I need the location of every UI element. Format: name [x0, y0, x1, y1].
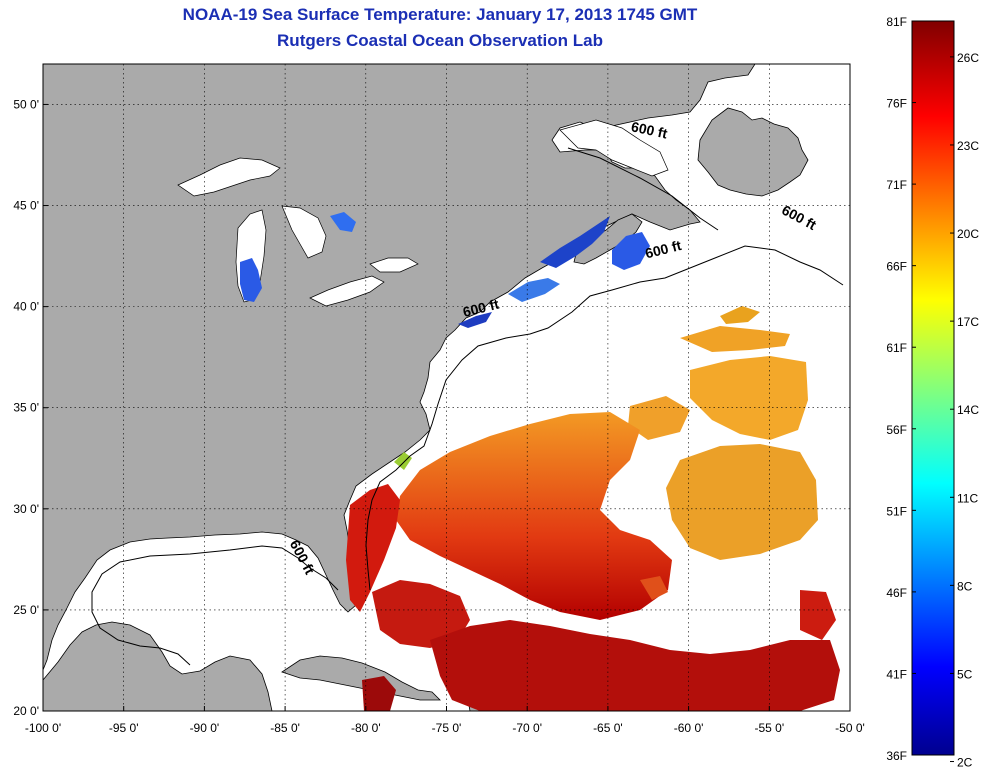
newfoundland-land [697, 107, 809, 197]
x-tick-label: -55 0' [754, 721, 784, 735]
colorbar-gradient [911, 20, 955, 756]
lake-superior [177, 157, 281, 197]
lake-erie [309, 275, 385, 307]
colorbar-label-c: 26C [957, 51, 979, 65]
x-tick-label: -50 0' [835, 721, 865, 735]
x-tick-label: -100 0' [25, 721, 61, 735]
longitude-ticks: -100 0' -95 0' -90 0' -85 0' -80 0' -75 0' -70… [25, 706, 865, 735]
cold-sst-patches [240, 212, 650, 328]
isobath-600ft-gulf-stlawrence [567, 147, 719, 231]
y-tick-label: 35 0' [13, 401, 39, 415]
y-tick-label: 50 0' [13, 97, 39, 111]
map-content [43, 64, 850, 711]
colorbar-label-f: 36F [886, 749, 907, 763]
colorbar-label-c: 5C [957, 667, 973, 681]
colorbar-label-f: 61F [886, 341, 907, 355]
isobath-label: 600 ft [630, 118, 669, 141]
x-tick-label: -85 0' [270, 721, 300, 735]
x-tick-label: -80 0' [351, 721, 381, 735]
colorbar-fahrenheit-labels: 81F 76F 71F 66F 61F 56F 51F 46F 41F 36F [886, 15, 916, 763]
map-title: NOAA-19 Sea Surface Temperature: January… [182, 5, 698, 24]
latitude-ticks: 20 0' 25 0' 30 0' 35 0' 40 0' 45 0' 50 0' [13, 97, 48, 718]
colorbar-label-f: 56F [886, 423, 907, 437]
colorbar-label-f: 51F [886, 504, 907, 518]
colorbar-label-c: 2C [957, 756, 973, 770]
colorbar-label-f: 66F [886, 260, 907, 274]
colorbar-celsius-labels: 26C 23C 20C 17C 14C 11C 8C 5C 2C [950, 51, 979, 770]
x-tick-label: -90 0' [190, 721, 220, 735]
mexico-land [43, 621, 273, 711]
y-tick-label: 25 0' [13, 603, 39, 617]
y-tick-label: 40 0' [13, 300, 39, 314]
colorbar-label-f: 41F [886, 667, 907, 681]
x-tick-label: -95 0' [109, 721, 139, 735]
y-tick-label: 30 0' [13, 502, 39, 516]
x-tick-label: -65 0' [593, 721, 623, 735]
colorbar-label-c: 17C [957, 315, 979, 329]
isobath-600ft-atlantic [365, 245, 844, 591]
colorbar-label-c: 11C [957, 491, 978, 505]
isobath-600ft-gulf [91, 545, 339, 666]
y-tick-label: 20 0' [13, 704, 39, 718]
colorbar-label-c: 14C [957, 403, 979, 417]
gulf-of-st-lawrence [559, 119, 669, 177]
x-tick-label: -70 0' [512, 721, 542, 735]
colorbar-label-c: 20C [957, 227, 979, 241]
colorbar-label-f: 46F [886, 586, 907, 600]
colorbar-label-f: 71F [886, 178, 907, 192]
cuba-land [281, 655, 441, 701]
lake-ontario [369, 257, 419, 273]
colorbar-label-f: 81F [886, 15, 907, 29]
x-tick-label: -75 0' [432, 721, 462, 735]
colorbar-label-c: 8C [957, 579, 973, 593]
north-america-land [43, 64, 756, 671]
y-tick-label: 45 0' [13, 199, 39, 213]
warm-sst-patches [346, 306, 840, 711]
colorbar-label-f: 76F [886, 97, 907, 111]
nova-scotia-land [573, 213, 643, 265]
map-subtitle: Rutgers Coastal Ocean Observation Lab [277, 31, 603, 50]
x-tick-label: -60 0' [674, 721, 704, 735]
colorbar-label-c: 23C [957, 139, 979, 153]
lake-huron [281, 205, 327, 259]
